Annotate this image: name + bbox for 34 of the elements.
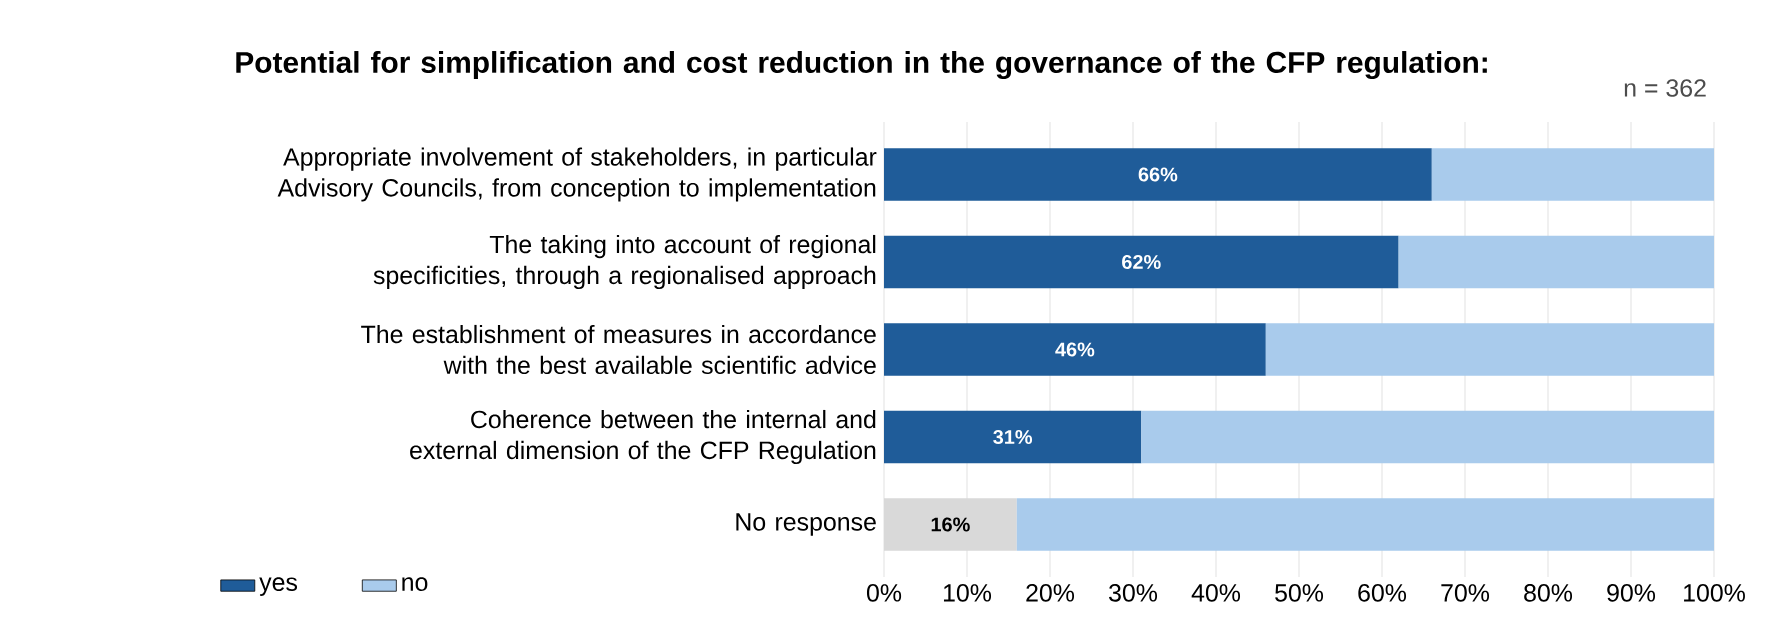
x-tick-label: 10% [943,584,992,602]
x-tick-label: 30% [1109,584,1158,602]
legend-label: yes [259,577,298,596]
x-tick-label: 20% [1026,584,1075,602]
legend-label: no [402,577,428,592]
bar [1265,323,1715,376]
y-tick-label: Appropriate involvement of stakeholders, in particular Advisory Councils, from conception to implementation [277,147,877,202]
bar [1141,410,1715,464]
y-tick-label: The establishment of measures in accordance with the best available scientific advice [361,324,876,375]
y-tick-label: Coherence between the internal and external dimension of the CFP Regulation [410,409,876,465]
bar [1431,148,1715,201]
bar [884,148,1432,201]
y-tick-label: The taking into account of regional specificities, through a regionalised approach [373,234,876,290]
bar [884,323,1266,376]
data-label: 66% [1138,167,1178,182]
y-tick-label: No response [736,513,876,536]
bar [1016,498,1715,551]
data-label: 31% [993,429,1033,445]
x-tick-label: 60% [1358,584,1407,602]
x-tick-label: 100% [1684,584,1745,602]
bar [1398,235,1715,289]
x-tick-label: 90% [1607,584,1656,602]
x-tick-label: 50% [1275,584,1324,602]
data-label: 46% [1055,342,1095,357]
chart-title: Potential for simplification and cost reduction in the governance of the CFP regulation: [236,51,1487,80]
x-tick-label: 80% [1524,584,1573,602]
x-tick-label: 0% [866,584,902,602]
data-label: 62% [1122,254,1161,270]
text: n = 362 [1624,79,1706,97]
x-tick-label: 70% [1441,584,1490,602]
bar [884,410,1142,464]
data-label: 16% [931,517,970,532]
x-tick-label: 40% [1191,584,1241,602]
bar [884,235,1399,289]
